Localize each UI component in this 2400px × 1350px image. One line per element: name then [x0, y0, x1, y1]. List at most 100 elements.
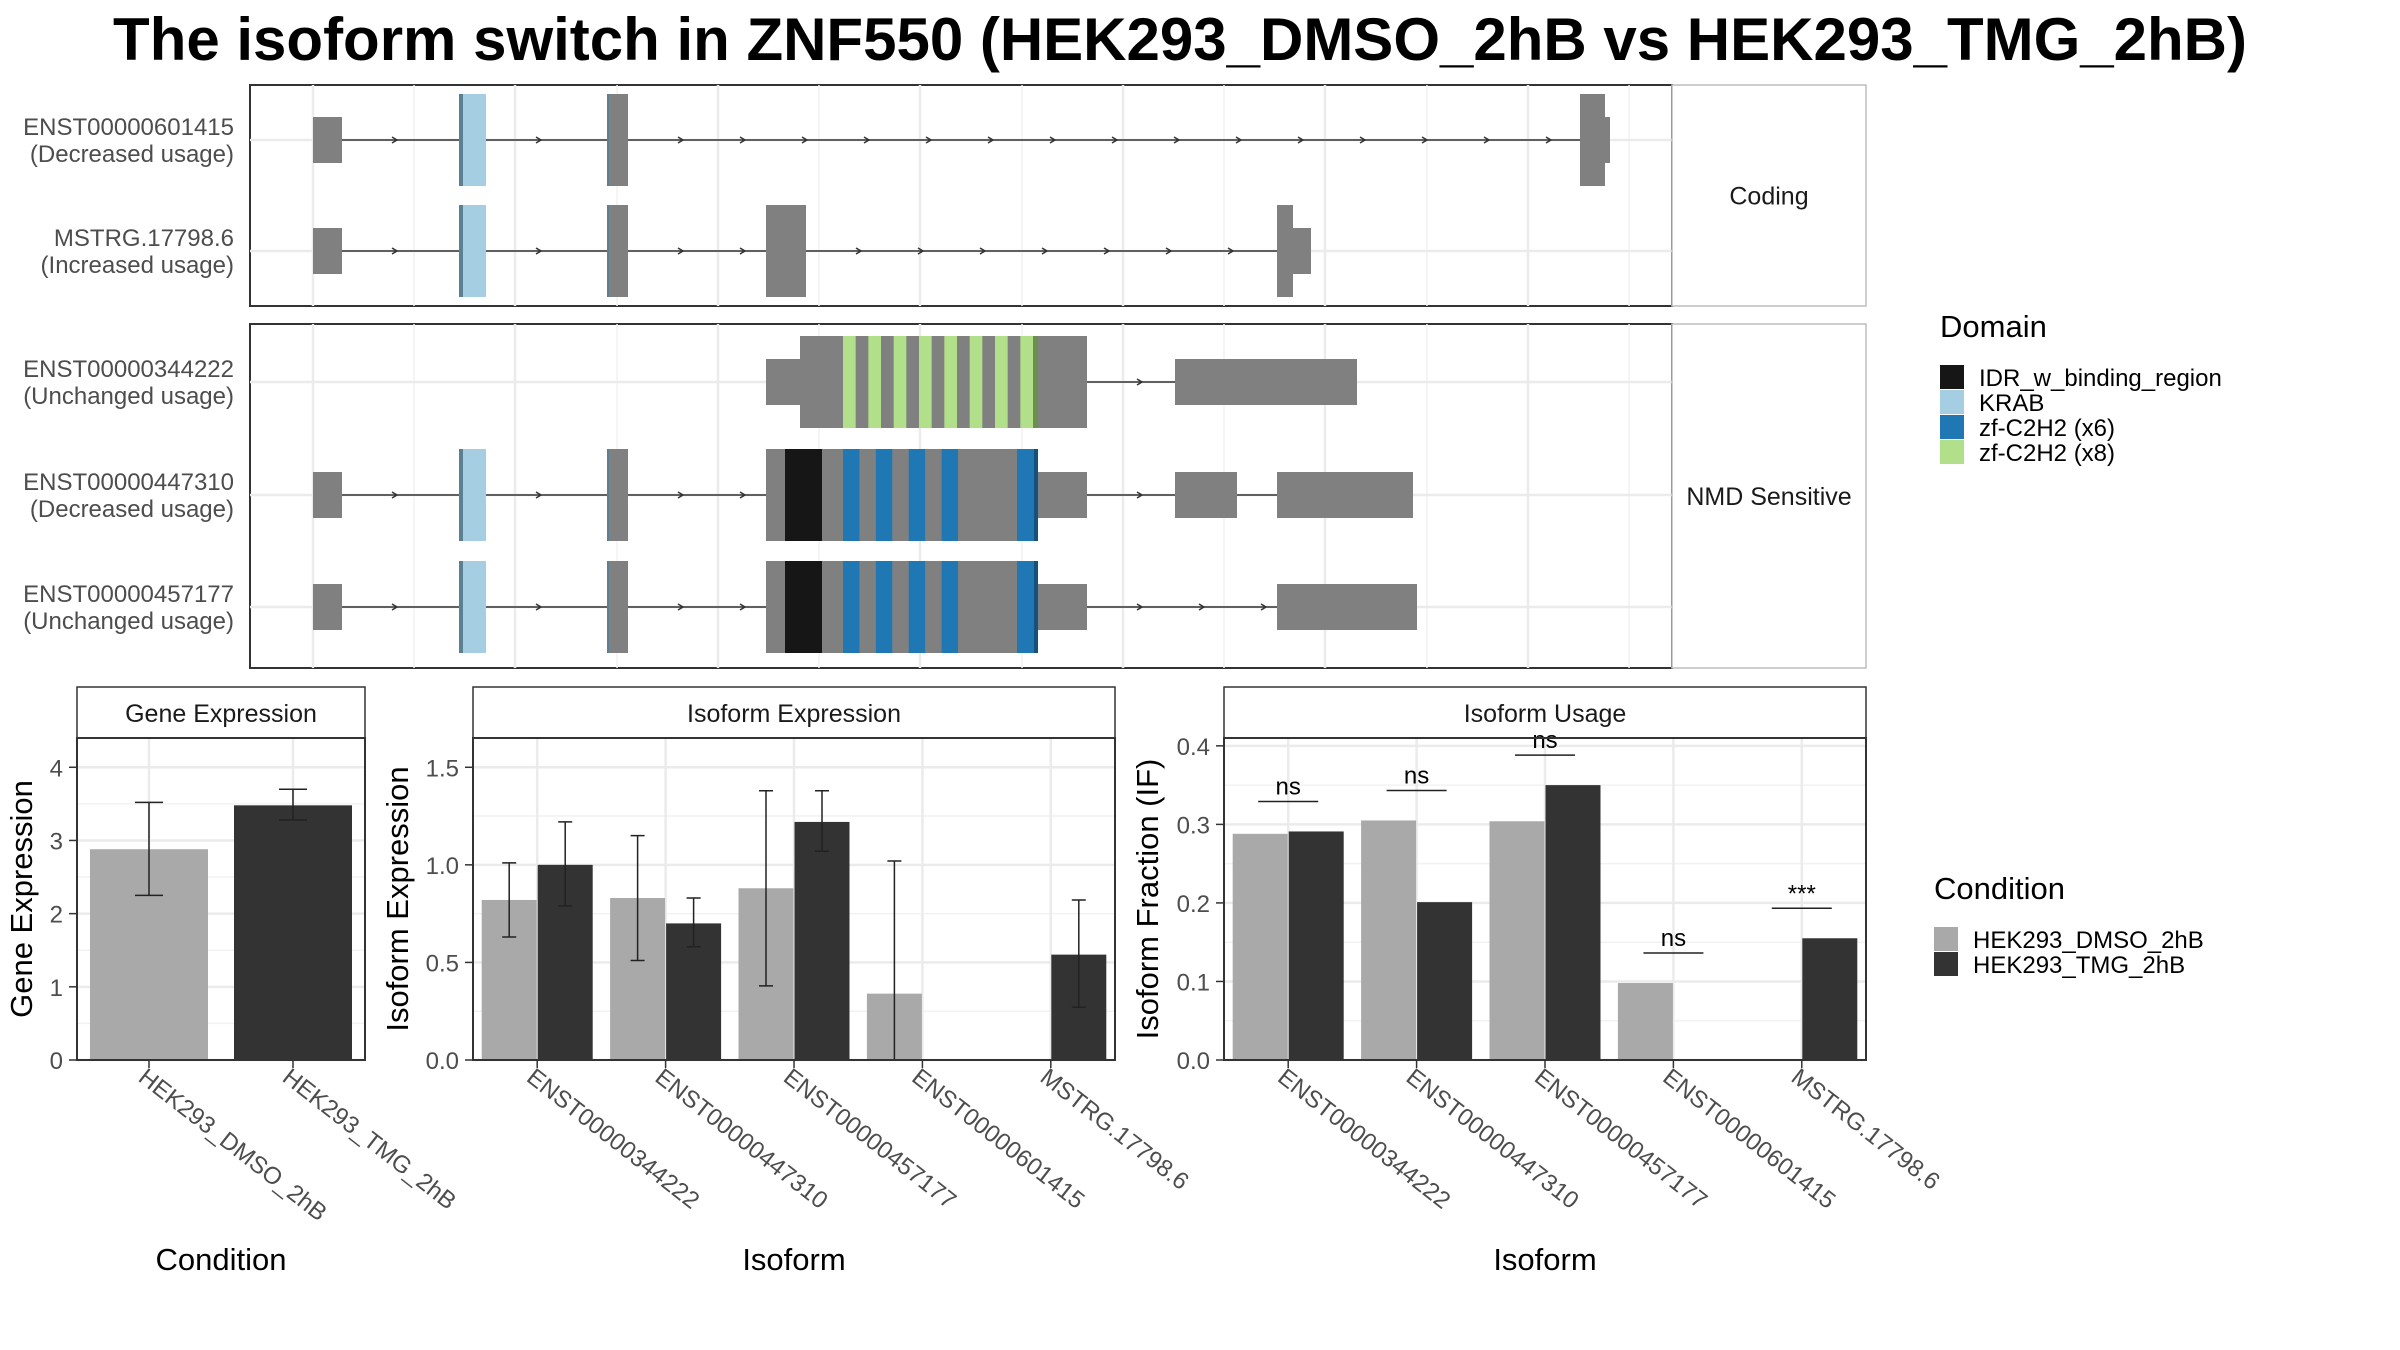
transcript-track: ENST00000344222(Unchanged usage) [23, 336, 1357, 428]
x-axis-label: Condition [156, 1242, 287, 1277]
bar [1545, 785, 1601, 1060]
y-axis-label: Isoform Fraction (IF) [1130, 759, 1165, 1040]
intron-arrow [1049, 136, 1057, 144]
intron-arrow [1173, 136, 1181, 144]
domain-zf-c2h2-x8 [1020, 336, 1033, 428]
intron-arrow [1198, 603, 1206, 611]
intron-arrow [677, 136, 685, 144]
domain-zf-c2h2-x6 [941, 449, 958, 541]
exon [607, 449, 628, 541]
y-tick-label: 4 [50, 755, 63, 782]
transcript-usage: (Decreased usage) [30, 496, 234, 523]
domain-zf-c2h2-x8 [893, 336, 907, 428]
facet-strip [1671, 84, 1867, 307]
transcript-usage: (Increased usage) [41, 252, 234, 279]
exon [1175, 472, 1237, 518]
exon [1038, 472, 1087, 518]
exon [1277, 472, 1413, 518]
transcript-track: ENST00000447310(Decreased usage) [23, 449, 1413, 541]
facet-frame [249, 84, 1673, 307]
exon [607, 205, 628, 297]
transcript-id: ENST00000601415 [23, 114, 234, 141]
x-axis-label: Isoform [742, 1242, 845, 1277]
legend-swatch [1940, 440, 1964, 464]
intron-arrow [1103, 247, 1111, 255]
chart-isoform-expression: Isoform Expression0.00.51.01.5ENST000003… [380, 686, 1194, 1277]
domain-krab [607, 449, 609, 541]
domain-idr-binding-region [785, 449, 822, 541]
legend-label: zf-C2H2 (x6) [1979, 415, 2115, 442]
bar [1361, 820, 1417, 1060]
intron-arrow [391, 136, 399, 144]
domain-krab [463, 449, 486, 541]
intron-arrow [1421, 136, 1429, 144]
transcript-usage: (Unchanged usage) [23, 383, 234, 410]
exon [1038, 336, 1087, 428]
intron-arrow [1260, 603, 1268, 611]
y-tick-label: 0.1 [1177, 969, 1210, 996]
intron-arrow [739, 491, 747, 499]
y-tick-label: 1 [50, 975, 63, 1002]
exon [1605, 117, 1610, 163]
transcript-usage: (Decreased usage) [30, 141, 234, 168]
exon [1277, 205, 1293, 297]
bar [794, 821, 850, 1060]
transcript-id: ENST00000447310 [23, 469, 234, 496]
chart-title: Isoform Expression [687, 700, 901, 728]
intron-arrow [917, 247, 925, 255]
intron-arrow [1227, 247, 1235, 255]
domain-krab [463, 561, 486, 653]
exon [1580, 94, 1605, 186]
y-tick-label: 0.0 [426, 1048, 459, 1075]
y-tick-label: 0 [50, 1048, 63, 1075]
domain-zf-c2h2-x6 [941, 561, 958, 653]
legend-label: IDR_w_binding_region [1979, 365, 2222, 392]
facet-label: NMD Sensitive [1686, 483, 1851, 511]
error-bar [815, 789, 829, 852]
y-axis-label: Isoform Expression [380, 766, 415, 1031]
domain-zf-c2h2-x8 [944, 336, 957, 428]
exon [313, 584, 342, 630]
bar [1802, 938, 1858, 1060]
intron-arrow [1297, 136, 1305, 144]
exon [1038, 584, 1087, 630]
bar [1232, 833, 1288, 1060]
intron-arrow [855, 247, 863, 255]
legend-swatch [1934, 952, 1958, 976]
bar [1617, 983, 1673, 1060]
intron-arrow [391, 603, 399, 611]
chart-strip [472, 686, 1116, 739]
y-tick-label: 1.0 [426, 853, 459, 880]
transcript-usage: (Unchanged usage) [23, 608, 234, 635]
bar [234, 805, 352, 1060]
domain-krab [459, 449, 463, 541]
exon [313, 472, 342, 518]
figure-title: The isoform switch in ZNF550 (HEK293_DMS… [113, 6, 2247, 73]
intron-arrow [535, 247, 543, 255]
error-bar [686, 897, 701, 948]
intron-arrow [391, 247, 399, 255]
domain-zf-c2h2-x6 [875, 449, 893, 541]
domain-krab [463, 205, 486, 297]
y-tick-label: 0.3 [1177, 812, 1210, 839]
exon [1277, 584, 1417, 630]
legend-label: HEK293_DMSO_2hB [1973, 927, 2204, 954]
intron-arrow [801, 136, 809, 144]
transcript-track: ENST00000601415(Decreased usage) [23, 94, 1610, 186]
y-axis-label: Gene Expression [4, 780, 39, 1018]
exon [1175, 359, 1357, 405]
transcript-id: ENST00000344222 [23, 356, 234, 383]
legend-label: HEK293_TMG_2hB [1973, 952, 2185, 979]
intron-arrow [1235, 136, 1243, 144]
chart-title: Gene Expression [125, 700, 317, 728]
transcript-track: MSTRG.17798.6(Increased usage) [41, 205, 1311, 297]
facet-coding: Coding ENST00000601415(Decreased usage) MS… [23, 84, 1867, 307]
intron-arrow [1545, 136, 1553, 144]
error-bar [279, 788, 307, 821]
intron-arrow [535, 491, 543, 499]
domain-zf-c2h2-x8 [969, 336, 983, 428]
